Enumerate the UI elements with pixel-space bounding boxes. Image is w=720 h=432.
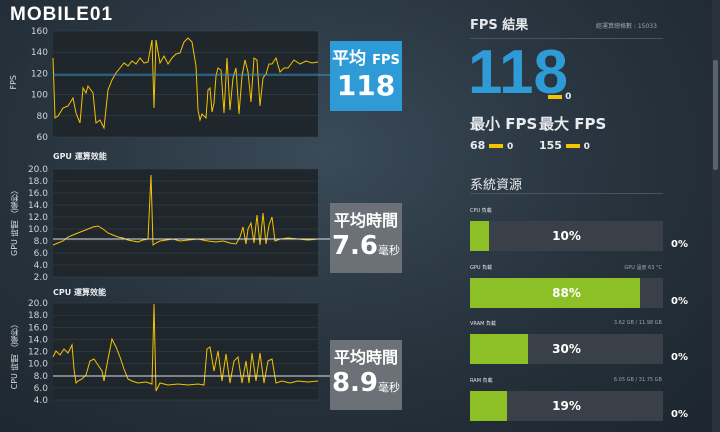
gpu-avg-time-label: 平均時間 (333, 211, 398, 230)
cpu-avg-time-label: 平均時間 (333, 348, 398, 367)
resource-bar-fill (470, 334, 528, 364)
gpu-avg-time-value: 7.6 (331, 231, 379, 261)
resource-label: RAM 負載 (470, 378, 493, 384)
gpu-tick-label: 2.0 (34, 273, 49, 283)
gpu-trace (52, 174, 319, 246)
cpu-avg-time-value: 8.9 (331, 368, 379, 398)
cpu-chart-title: CPU 運算效能 (53, 288, 107, 297)
resource-bar: 88% (470, 278, 663, 308)
mobile01-logo: MOBILE01 (10, 4, 113, 26)
resource-label: GPU 負載 (470, 265, 493, 271)
gpu-avg-time-box: 平均時間 7.6毫秒 (330, 203, 402, 273)
max-fps-value: 155 (539, 139, 562, 152)
resource-delta: 0% (671, 239, 688, 250)
gpu-tick-label: 20.0 (28, 165, 48, 175)
system-resources-title: 系統資源 (470, 178, 523, 193)
gpu-avg-time-unit: 毫秒 (378, 244, 401, 257)
resource-label: CPU 負載 (470, 208, 492, 214)
min-fps-row: 68 0 (470, 139, 513, 152)
fps-tick-label: 100 (31, 91, 48, 101)
cpu-tick-label: 6.0 (34, 384, 49, 394)
resource-bar: 30% (470, 334, 663, 364)
gpu-chart-title: GPU 運算效能 (53, 152, 107, 161)
gpu-chart: 20.0 18.0 16.0 14.0 12.0 10.0 8.0 6.0 4.0 2.0 (8, 165, 338, 283)
resource-percent: 88% (552, 286, 581, 300)
fps-tick-label: 80 (37, 112, 49, 122)
resource-percent: 30% (552, 342, 581, 356)
fps-trace (52, 37, 319, 130)
min-fps-value: 68 (470, 139, 486, 152)
avg-fps-box: 平均 FPS 118 (330, 41, 402, 111)
fps-chart-svg: 160 140 120 100 80 60 (31, 27, 338, 143)
max-fps-label: 最大 FPS (539, 115, 607, 133)
gpu-tick-label: 6.0 (34, 249, 49, 259)
resource-bar-fill (470, 391, 507, 421)
gpu-tick-label: 10.0 (28, 225, 48, 235)
avg-fps-label-suffix: FPS (372, 53, 400, 68)
gpu-tick-label: 4.0 (34, 261, 49, 271)
cpu-trace (52, 303, 319, 392)
gpu-tick-label: 18.0 (28, 177, 48, 187)
cpu-tick-label: 12.0 (28, 348, 48, 358)
min-fps-label: 最小 FPS (470, 115, 538, 133)
resource-bar: 19% (470, 391, 663, 421)
cpu-tick-label: 10.0 (28, 360, 48, 370)
cpu-chart-svg: 20.0 18.0 16.0 14.0 12.0 10.0 8.0 6.0 4.0 (28, 299, 338, 406)
gpu-tick-label: 8.0 (34, 237, 49, 247)
resource-percent: 10% (552, 229, 581, 243)
avg-fps-delta-value: 0 (565, 92, 572, 102)
fps-axis-label: FPS (9, 75, 18, 90)
max-fps-delta-line (565, 144, 580, 148)
cpu-chart: 20.0 18.0 16.0 14.0 12.0 10.0 8.0 6.0 4.0 (8, 299, 338, 406)
gpu-axis-label: GPU 時間 （毫秒） (10, 186, 19, 256)
cpu-tick-label: 16.0 (28, 323, 48, 333)
avg-fps-value: 118 (336, 69, 396, 102)
fps-results-title: FPS 結果 (470, 18, 529, 33)
max-fps-delta-value: 0 (583, 142, 590, 152)
resource-delta: 0% (671, 296, 688, 307)
scrollbar-track[interactable] (712, 0, 720, 432)
cpu-tick-label: 14.0 (28, 335, 48, 345)
fps-tick-label: 160 (31, 27, 48, 37)
min-fps-delta-value: 0 (507, 142, 514, 152)
scrollbar-thumb[interactable] (713, 60, 718, 170)
results-divider (470, 38, 663, 39)
gpu-tick-label: 14.0 (28, 201, 48, 211)
avg-fps-delta: 0 (548, 92, 571, 102)
resource-bar: 10% (470, 221, 663, 251)
resource-sublabel: 3.62 GB / 11.98 GB (613, 320, 662, 326)
resources-divider (470, 193, 663, 194)
fps-plot-area (53, 31, 318, 137)
resource-bar-fill (470, 221, 490, 251)
fps-tick-label: 120 (31, 69, 48, 79)
avg-fps-label-text: 平均 (332, 49, 367, 69)
resource-label: VRAM 負載 (470, 321, 497, 327)
cpu-tick-label: 8.0 (34, 372, 49, 382)
min-fps-delta-line (489, 144, 504, 148)
logo-text: MOBILE01 (10, 4, 114, 25)
cpu-tick-label: 4.0 (34, 396, 49, 406)
resource-sublabel: GPU 溫度 63 °C (624, 265, 662, 271)
avg-fps-delta-line (548, 94, 562, 99)
gpu-tick-label: 16.0 (28, 189, 48, 199)
sample-count: 經運算總格數 : 15033 (596, 23, 657, 30)
resource-percent: 19% (552, 399, 581, 413)
fps-tick-label: 60 (37, 133, 49, 143)
gpu-tick-label: 12.0 (28, 213, 48, 223)
cpu-avg-time-box: 平均時間 8.9毫秒 (330, 340, 402, 410)
resource-sublabel: 6.05 GB / 31.75 GB (613, 377, 662, 383)
max-fps-row: 155 0 (539, 139, 590, 152)
fps-tick-label: 140 (31, 48, 48, 58)
cpu-tick-label: 18.0 (28, 311, 48, 321)
gpu-plot-area (53, 169, 318, 277)
cpu-axis-label: CPU 時間 （毫秒） (10, 320, 19, 390)
gpu-chart-svg: 20.0 18.0 16.0 14.0 12.0 10.0 8.0 6.0 4.0 2.0 (28, 165, 338, 283)
resource-bar-fill (470, 278, 640, 308)
resource-delta: 0% (671, 409, 688, 420)
avg-fps-label: 平均 FPS (330, 44, 402, 69)
cpu-avg-time-unit: 毫秒 (378, 381, 401, 394)
fps-chart: 160 140 120 100 80 60 (8, 27, 338, 143)
resource-delta: 0% (671, 352, 688, 363)
cpu-tick-label: 20.0 (28, 299, 48, 309)
